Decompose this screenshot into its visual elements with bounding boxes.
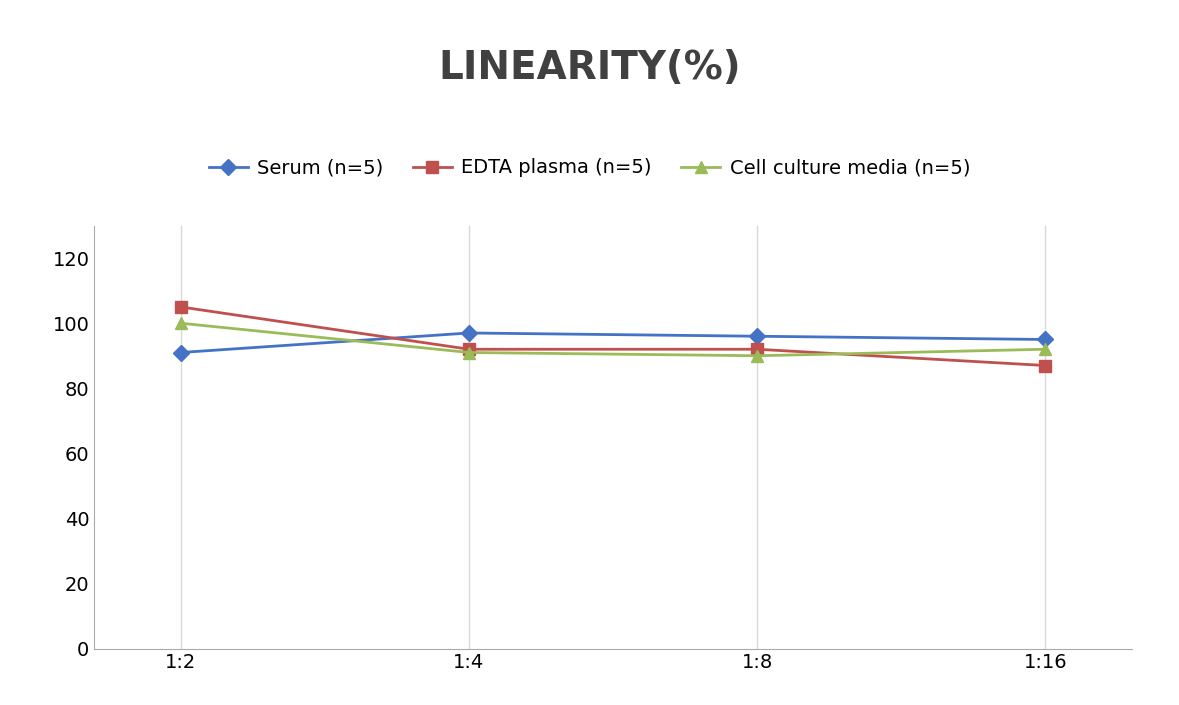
EDTA plasma (n=5) (1039, 361, 1053, 369)
Line: Serum (n=5): Serum (n=5) (176, 327, 1050, 358)
Line: EDTA plasma (n=5): EDTA plasma (n=5) (176, 302, 1050, 371)
Cell culture media (n=5) (1039, 345, 1053, 353)
Serum (n=5) (173, 348, 187, 357)
Serum (n=5) (462, 329, 476, 337)
Cell culture media (n=5) (173, 319, 187, 327)
Cell culture media (n=5) (750, 352, 764, 360)
EDTA plasma (n=5) (462, 345, 476, 353)
Serum (n=5) (750, 332, 764, 341)
Serum (n=5) (1039, 336, 1053, 344)
EDTA plasma (n=5) (750, 345, 764, 353)
Cell culture media (n=5) (462, 348, 476, 357)
Legend: Serum (n=5), EDTA plasma (n=5), Cell culture media (n=5): Serum (n=5), EDTA plasma (n=5), Cell cul… (200, 151, 979, 185)
Line: Cell culture media (n=5): Cell culture media (n=5) (176, 318, 1050, 361)
Text: LINEARITY(%): LINEARITY(%) (439, 49, 740, 87)
EDTA plasma (n=5) (173, 302, 187, 311)
